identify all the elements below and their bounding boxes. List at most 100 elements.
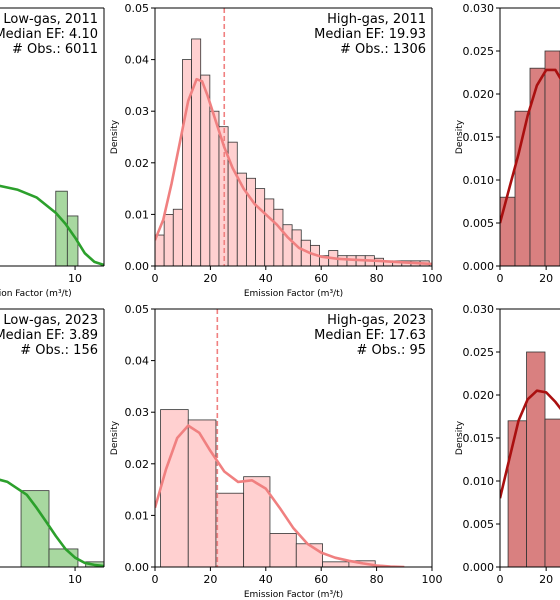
axes-frame: [0, 7, 105, 267]
x-tick-label: 80: [370, 573, 384, 586]
histogram-bar: [500, 196, 516, 266]
y-tick-label: 0.025: [463, 45, 495, 58]
y-axis-label: Density: [110, 420, 120, 455]
kde-line: [155, 77, 432, 266]
y-tick-label: 0.04: [125, 355, 150, 368]
histogram-bar: [544, 50, 560, 266]
x-tick-label: 40: [259, 272, 273, 285]
y-tick-label: 0.030: [463, 2, 495, 15]
y-tick-label: 0.005: [463, 518, 495, 531]
x-tick-label: 20: [539, 573, 553, 586]
y-tick-label: 0.005: [463, 217, 495, 230]
histogram-bar: [20, 490, 50, 567]
x-tick-label: 0: [497, 272, 504, 285]
annotation-line: Median EF: 3.89: [0, 328, 98, 343]
y-tick-label: 0.015: [463, 131, 495, 144]
kde-line: [0, 478, 104, 567]
y-tick-label: 0.000: [463, 260, 495, 273]
histogram-bar: [172, 208, 183, 266]
annotation-line: # Obs.: 95: [357, 343, 426, 358]
x-tick-label: 60: [314, 573, 328, 586]
y-axis-label: Density: [455, 119, 465, 154]
panel-low2011: 10 Emission Factor (m³/t) Low-gas, 2011Med…: [0, 7, 105, 299]
histogram-bar: [255, 188, 266, 266]
histogram-bar: [273, 208, 284, 266]
kde-line: [500, 68, 560, 224]
y-tick-label: 0.00: [125, 561, 150, 574]
histogram-bar: [191, 38, 202, 266]
x-tick-label: 10: [68, 573, 82, 586]
y-tick-label: 0.020: [463, 88, 495, 101]
annotation-line: # Obs.: 1306: [340, 42, 426, 57]
annotation-line: High-gas, 2023: [327, 313, 426, 328]
annotation-line: Median EF: 4.10: [0, 27, 98, 42]
histogram-bar: [507, 420, 527, 567]
x-tick-label: 20: [203, 573, 217, 586]
y-tick-label: 0.05: [125, 303, 150, 316]
x-tick-label: 20: [539, 272, 553, 285]
plot-area: [0, 478, 104, 567]
kde-line: [500, 389, 560, 499]
y-tick-label: 0.030: [463, 303, 495, 316]
kde-line: [0, 184, 104, 266]
y-tick-label: 0.010: [463, 475, 495, 488]
annotation-line: # Obs.: 6011: [12, 42, 98, 57]
histogram-bar: [187, 419, 217, 567]
y-tick-label: 0.03: [125, 406, 150, 419]
x-tick-label: 100: [422, 573, 443, 586]
x-tick-label: 40: [259, 573, 273, 586]
histogram-bar: [295, 543, 323, 567]
histogram-bar: [200, 74, 211, 266]
x-axis-label: Emission Factor (m³/t): [244, 590, 343, 600]
plot-area: [0, 184, 104, 266]
y-axis-label: Density: [455, 420, 465, 455]
x-tick-label: 80: [370, 272, 384, 285]
annotation-line: Median EF: 17.63: [314, 328, 426, 343]
x-tick-label: 60: [314, 272, 328, 285]
histogram-bar: [264, 198, 275, 266]
histogram-bar: [269, 533, 297, 567]
histogram-bar: [246, 177, 256, 266]
histogram-bar: [337, 255, 348, 266]
y-tick-label: 0.05: [125, 2, 150, 15]
histogram-bar: [526, 351, 546, 567]
x-tick-label: 10: [68, 272, 82, 285]
y-tick-label: 0.000: [463, 561, 495, 574]
annotation-line: Median EF: 19.93: [314, 27, 426, 42]
y-tick-label: 0.02: [125, 458, 150, 471]
y-tick-label: 0.010: [463, 174, 495, 187]
kde-line: [155, 424, 405, 567]
plot-area: [500, 351, 560, 567]
y-tick-label: 0.03: [125, 105, 150, 118]
y-tick-label: 0.00: [125, 260, 150, 273]
axes-frame: [154, 308, 433, 568]
y-tick-label: 0.020: [463, 389, 495, 402]
x-tick-label: 0: [497, 573, 504, 586]
y-axis-label: Density: [110, 119, 120, 154]
y-tick-label: 0.015: [463, 432, 495, 445]
annotation-line: High-gas, 2011: [327, 12, 426, 27]
histogram-bar: [182, 59, 192, 266]
x-tick-label: 20: [203, 272, 217, 285]
histogram-bar: [163, 213, 174, 266]
y-tick-label: 0.025: [463, 346, 495, 359]
x-tick-label: 0: [152, 573, 159, 586]
y-tick-label: 0.01: [125, 208, 150, 221]
plot-area: [500, 50, 560, 266]
axes-frame: [0, 308, 105, 568]
histogram-bar: [282, 224, 293, 266]
x-axis-label: Emission Factor (m³/t): [244, 289, 343, 299]
panel-extra2023: 0 20 0.000 0.005 0.010 0.015 0.020 0.025 0.030 De…: [455, 303, 560, 586]
y-tick-label: 0.04: [125, 54, 150, 67]
annotation-line: # Obs.: 156: [20, 343, 98, 358]
histogram-bar: [160, 409, 189, 567]
histogram-bar: [243, 476, 271, 567]
x-tick-label: 0: [152, 272, 159, 285]
panel-high2023: 0 20 40 60 80 100 0.00 0.01 0.02 0.03 0.04 0.05 Dens…: [110, 303, 443, 600]
histogram-bar: [209, 110, 220, 266]
plot-area: [155, 8, 432, 266]
histogram-bar: [55, 190, 68, 266]
annotation-line: Low-gas, 2023: [3, 313, 98, 328]
